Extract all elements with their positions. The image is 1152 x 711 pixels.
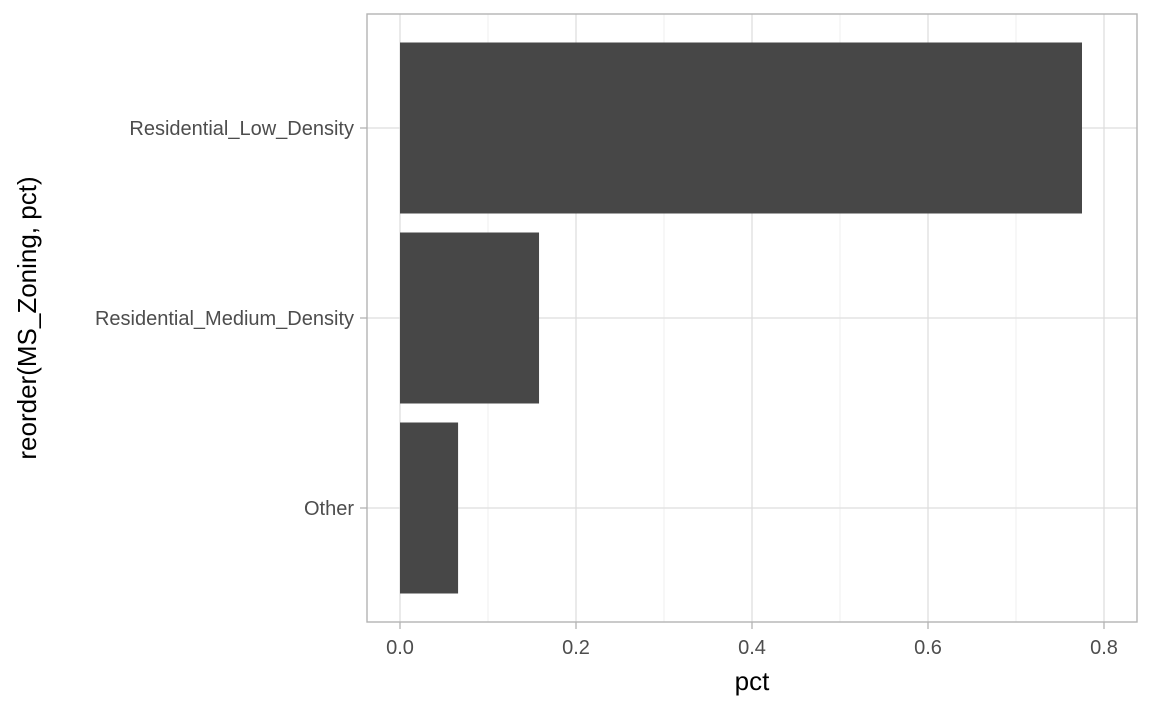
x-tick-label: 0.0 (386, 637, 414, 659)
y-tick-label: Other (304, 498, 354, 520)
x-tick-label: 0.6 (914, 637, 942, 659)
y-axis: Residential_Low_Density Residential_Mediu… (95, 118, 367, 520)
x-axis-title: pct (735, 666, 770, 696)
x-tick-label: 0.8 (1090, 637, 1118, 659)
y-axis-title: reorder(MS_Zoning, pct) (12, 176, 42, 459)
y-tick-label: Residential_Medium_Density (95, 308, 354, 330)
x-axis: 0.0 0.2 0.4 0.6 0.8 (386, 622, 1118, 659)
bar (400, 42, 1082, 214)
x-tick-label: 0.2 (562, 637, 590, 659)
bar (400, 422, 459, 594)
bars (400, 42, 1082, 594)
bar (400, 232, 540, 404)
y-tick-label: Residential_Low_Density (129, 118, 354, 140)
x-tick-label: 0.4 (738, 637, 766, 659)
